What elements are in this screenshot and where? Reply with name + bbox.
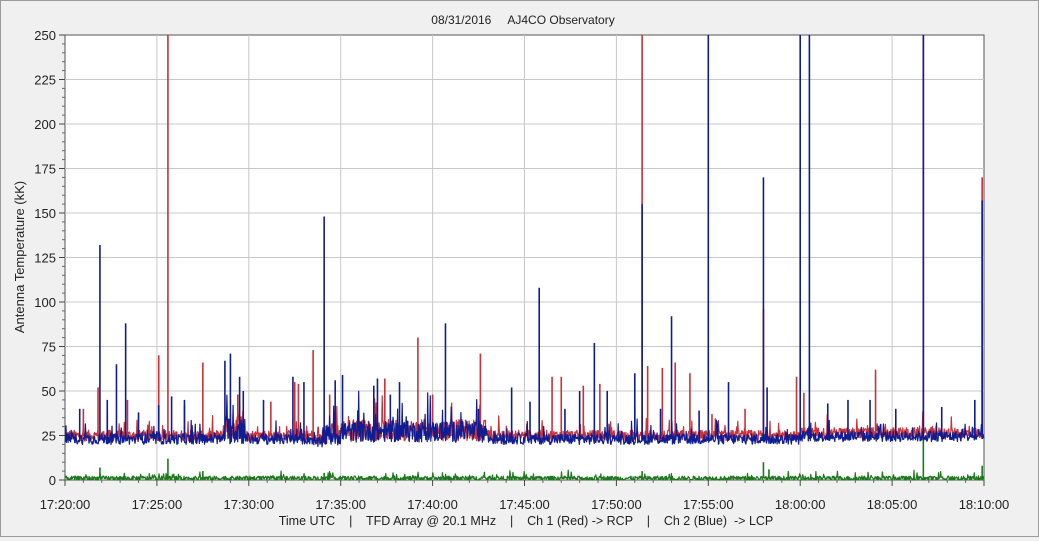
x-tick-label: 17:55:00 xyxy=(683,497,734,512)
y-tick-label: 125 xyxy=(34,251,56,266)
x-tick-label: 17:40:00 xyxy=(407,497,458,512)
series-trace xyxy=(64,469,985,481)
y-tick-label: 100 xyxy=(34,295,56,310)
x-tick-label: 18:10:00 xyxy=(959,497,1010,512)
x-axis-label: Time UTC | TFD Array @ 20.1 MHz | Ch 1 (… xyxy=(279,514,774,528)
series-2 xyxy=(64,35,985,448)
series-trace xyxy=(64,390,985,448)
y-tick-label: 225 xyxy=(34,73,56,88)
x-tick-label: 17:35:00 xyxy=(315,497,366,512)
x-tick-label: 18:05:00 xyxy=(867,497,918,512)
y-tick-label: 150 xyxy=(34,206,56,221)
x-tick-label: 17:20:00 xyxy=(40,497,91,512)
x-tick-label: 17:45:00 xyxy=(499,497,550,512)
y-tick-label: 50 xyxy=(42,384,56,399)
chart-title: 08/31/2016 AJ4CO Observatory xyxy=(431,13,614,27)
y-tick-label: 0 xyxy=(49,473,56,488)
x-tick-label: 17:25:00 xyxy=(132,497,183,512)
x-tick-label: 17:50:00 xyxy=(591,497,642,512)
x-tick-label: 18:00:00 xyxy=(775,497,826,512)
series-trace xyxy=(64,395,985,445)
y-tick-label: 200 xyxy=(34,117,56,132)
y-tick-label: 175 xyxy=(34,162,56,177)
x-tick-label: 17:30:00 xyxy=(223,497,274,512)
y-tick-label: 25 xyxy=(42,429,56,444)
y-tick-label: 75 xyxy=(42,340,56,355)
y-axis-label: Antenna Temperature (kK) xyxy=(12,181,27,333)
y-tick-label: 250 xyxy=(34,28,56,43)
series-layer xyxy=(64,35,985,481)
axes: 0 25 50 75 100 125 150 175 200 225 250 17:20:00 17:2… xyxy=(34,28,1009,512)
